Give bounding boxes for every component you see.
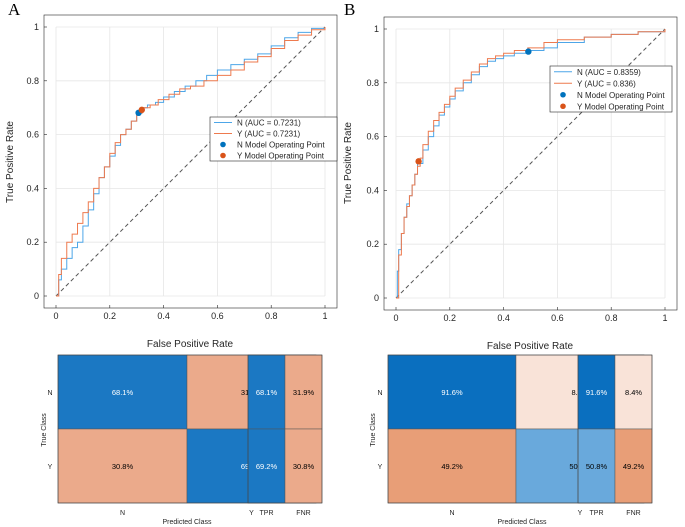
x-tick-label-a: 0	[53, 311, 58, 321]
summary-header-b: FNR	[626, 510, 640, 517]
confusion-matrix-a: True Class Predicted Class 68.1% 31.9% N 30…	[41, 354, 323, 526]
x-tick-label-a: 0.8	[265, 311, 278, 321]
summary-value-a: 68.1%	[256, 388, 278, 397]
cm-cell-b	[387, 428, 517, 504]
cm-cell-value-a: 68.1%	[112, 388, 134, 397]
legend-box-a	[209, 116, 338, 162]
confusion-matrix-b: True Class Predicted Class 91.6% 8.4% N 49.…	[370, 354, 653, 526]
y-tick-label-b: 1	[374, 24, 379, 34]
cm-row-label-b: Y	[378, 464, 383, 471]
legend-label-3-b: Y Model Operating Point	[577, 102, 665, 111]
axes-box-a	[43, 14, 338, 309]
y-tick-label-a: 0.8	[26, 76, 39, 86]
y-tick-label-a: 0.6	[26, 130, 39, 140]
summary-value-b: 8.4%	[625, 388, 642, 397]
y-tick-label-b: 0.4	[366, 185, 379, 195]
summary-cell-a	[284, 428, 323, 504]
legend-label-0-a: N (AUC = 0.7231)	[237, 119, 301, 128]
y-axis-label-a: True Positive Rate	[5, 121, 16, 203]
summary-header-a: TPR	[260, 510, 274, 517]
true-class-label-b: True Class	[370, 413, 377, 447]
x-tick-label-a: 0.4	[157, 311, 170, 321]
cm-cell-value-b: 49.2%	[441, 462, 463, 471]
x-tick-label-b: 0	[393, 313, 398, 323]
summary-cell-a	[247, 354, 286, 430]
roc-plot-b: 0 0.2 0.4 0.6 0.8 1 0 0.2 0.4 0.6 0.8 1 False Posit…	[343, 16, 678, 352]
y-tick-label-a: 0	[34, 291, 39, 301]
cm-col-label-a: Y	[249, 510, 254, 517]
x-tick-label-b: 1	[662, 313, 667, 323]
x-tick-label-b: 0.6	[551, 313, 564, 323]
cm-cell-a	[57, 354, 188, 430]
operating-point-n-b	[525, 48, 532, 55]
cm-col-label-a: N	[120, 510, 125, 517]
y-tick-label-a: 0.4	[26, 183, 39, 193]
y-tick-label-b: 0.8	[366, 78, 379, 88]
summary-value-a: 31.9%	[293, 388, 315, 397]
legend-a: N (AUC = 0.7231) Y (AUC = 0.7231) N Model …	[209, 116, 338, 162]
predicted-class-label-b: Predicted Class	[497, 519, 547, 526]
true-class-label-a: True Class	[41, 413, 48, 447]
summary-value-b: 49.2%	[623, 462, 645, 471]
cm-row-label-b: N	[377, 390, 382, 397]
y-tick-label-b: 0.2	[366, 239, 379, 249]
roc-plot-a: 0 0.2 0.4 0.6 0.8 1 0 0.2 0.4 0.6 0.8 1 False Posit…	[5, 14, 338, 350]
legend-label-3-a: Y Model Operating Point	[237, 152, 325, 161]
legend-b: N (AUC = 0.8359) Y (AUC = 0.836) N Model O…	[549, 65, 673, 113]
summary-border-a	[247, 354, 323, 504]
cm-cell-b	[387, 354, 517, 430]
operating-point-y-a	[138, 106, 146, 114]
x-tick-label-b: 0.2	[444, 313, 457, 323]
legend-marker-3-a	[220, 152, 226, 159]
summary-cell-b	[577, 428, 616, 504]
operating-point-y-b	[415, 158, 422, 165]
x-axis-label-a: False Positive Rate	[147, 339, 234, 350]
summary-header-a: FNR	[296, 510, 310, 517]
legend-label-2-a: N Model Operating Point	[237, 141, 325, 150]
cm-col-label-b: Y	[578, 510, 583, 517]
y-tick-label-a: 0.2	[26, 237, 39, 247]
summary-value-b: 50.8%	[586, 462, 608, 471]
x-tick-label-a: 0.6	[211, 311, 224, 321]
legend-label-0-b: N (AUC = 0.8359)	[577, 68, 641, 77]
summary-value-a: 69.2%	[256, 462, 278, 471]
y-axis-label-b: True Positive Rate	[343, 122, 354, 204]
summary-cell-a	[247, 428, 286, 504]
predicted-class-label-a: Predicted Class	[162, 519, 212, 526]
summary-value-b: 91.6%	[586, 388, 608, 397]
legend-label-2-b: N Model Operating Point	[577, 91, 665, 100]
legend-marker-2-b	[560, 91, 566, 98]
roc-curve-y-b	[396, 29, 666, 299]
x-axis-label-b: False Positive Rate	[487, 341, 574, 352]
y-tick-label-b: 0.6	[366, 132, 379, 142]
panel-letter-a: A	[8, 0, 21, 19]
cm-cell-value-a: 30.8%	[112, 462, 134, 471]
legend-marker-2-a	[220, 141, 226, 148]
legend-label-1-b: Y (AUC = 0.836)	[577, 79, 636, 88]
panel-letter-b: B	[344, 0, 355, 19]
x-tick-label-b: 0.4	[497, 313, 510, 323]
x-tick-label-b: 0.8	[605, 313, 618, 323]
summary-value-a: 30.8%	[293, 462, 315, 471]
summary-cell-b	[614, 428, 653, 504]
legend-marker-3-b	[560, 103, 566, 110]
summary-cell-a	[284, 354, 323, 430]
x-tick-label-a: 0.2	[104, 311, 117, 321]
cm-cell-a	[57, 428, 188, 504]
y-tick-label-a: 1	[34, 22, 39, 32]
summary-header-b: TPR	[590, 510, 604, 517]
legend-label-1-a: Y (AUC = 0.7231)	[237, 130, 301, 139]
cm-row-label-a: N	[47, 390, 52, 397]
cm-cell-value-b: 91.6%	[441, 388, 463, 397]
summary-cell-b	[614, 354, 653, 430]
chance-diagonal-a	[55, 26, 326, 297]
y-tick-label-b: 0	[374, 293, 379, 303]
axes-box-b	[383, 16, 678, 311]
x-tick-label-a: 1	[322, 311, 327, 321]
legend-box-b	[549, 65, 673, 113]
cm-row-label-a: Y	[48, 464, 53, 471]
summary-border-b	[577, 354, 653, 504]
cm-col-label-b: N	[449, 510, 454, 517]
